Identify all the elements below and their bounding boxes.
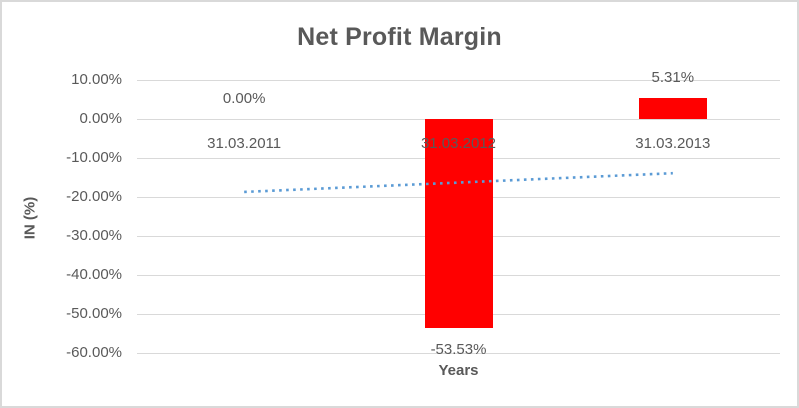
data-label: 0.00% — [222, 90, 266, 107]
gridline — [137, 353, 780, 354]
x-axis-title: Years — [438, 362, 479, 379]
data-label: -53.53% — [430, 340, 487, 358]
bar-31.03.2012 — [424, 119, 493, 328]
data-label: 5.31% — [651, 69, 695, 87]
y-axis-tick-label: -50.00% — [66, 305, 122, 322]
chart-title: Net Profit Margin — [297, 23, 502, 51]
y-axis-tick-label: -20.00% — [66, 188, 122, 205]
y-axis-tick-label: -10.00% — [66, 149, 122, 166]
y-axis-tick-label: -60.00% — [66, 344, 122, 361]
y-axis-tick-label: -40.00% — [66, 266, 122, 283]
y-axis-tick-label: -30.00% — [66, 227, 122, 244]
x-axis-category-label: 31.03.2011 — [207, 135, 282, 152]
gridline — [137, 80, 780, 81]
x-axis-category-label: 31.03.2013 — [635, 135, 711, 152]
y-axis-tick-label: 10.00% — [71, 71, 122, 88]
x-axis-category-label: 31.03.2012 — [420, 135, 497, 152]
bar-31.03.2013 — [638, 98, 707, 119]
y-axis-tick-label: 0.00% — [79, 110, 122, 127]
